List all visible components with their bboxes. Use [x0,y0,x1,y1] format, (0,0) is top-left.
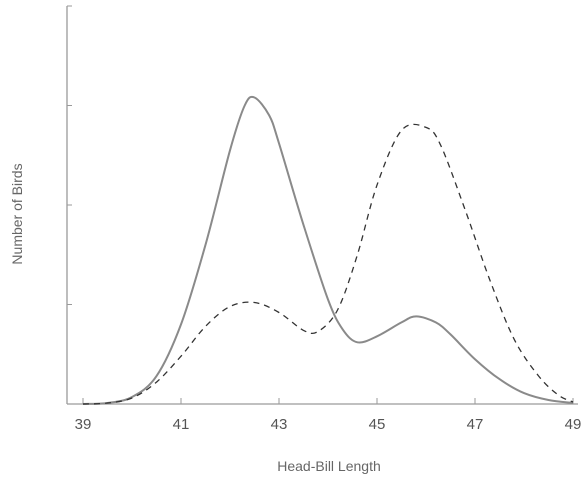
dashed-series-line [82,123,574,405]
y-axis-ticks [67,5,72,305]
x-tick-label: 43 [271,416,288,433]
x-tick-label: 39 [75,416,92,433]
x-axis-title: Head-Bill Length [277,458,381,474]
y-axis-title: Number of Birds [9,163,25,264]
x-tick-label: 41 [173,416,190,433]
series-layer [82,95,574,405]
solid-series-line [82,95,574,405]
x-axis-ticks: 39 41 43 45 47 49 [75,398,582,433]
x-tick-label: 47 [467,416,484,433]
x-tick-label: 45 [369,416,386,433]
x-tick-label: 49 [565,416,582,433]
